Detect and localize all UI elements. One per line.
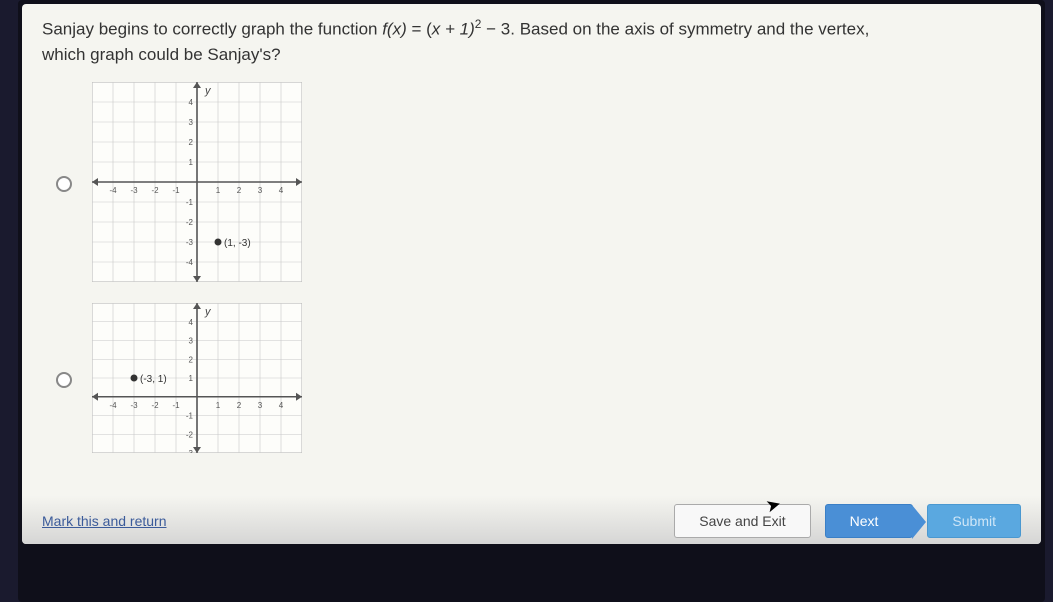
- mark-return-link[interactable]: Mark this and return: [42, 513, 167, 529]
- svg-text:-2: -2: [186, 218, 194, 227]
- coordinate-grid-2: -4-3-3-2-2-1-111223344y(-3, 1): [92, 303, 302, 453]
- svg-text:2: 2: [237, 186, 242, 195]
- svg-text:2: 2: [189, 138, 194, 147]
- graph-2: -4-3-3-2-2-1-111223344y(-3, 1): [92, 303, 302, 458]
- svg-text:4: 4: [279, 400, 284, 409]
- question-line2: which graph could be Sanjay's?: [42, 45, 281, 64]
- svg-text:1: 1: [189, 374, 194, 383]
- svg-text:3: 3: [189, 336, 194, 345]
- svg-text:1: 1: [189, 158, 194, 167]
- svg-text:-3: -3: [130, 400, 138, 409]
- svg-text:4: 4: [279, 186, 284, 195]
- svg-text:-2: -2: [151, 400, 159, 409]
- footer-bar: Mark this and return Save and Exit Next …: [22, 496, 1041, 544]
- coordinate-grid-1: -4-4-3-3-2-2-1-111223344y(1, -3): [92, 82, 302, 282]
- option-row[interactable]: -4-3-3-2-2-1-111223344y(-3, 1): [42, 303, 1021, 458]
- svg-text:-4: -4: [109, 186, 117, 195]
- submit-button[interactable]: Submit: [927, 504, 1021, 538]
- svg-text:-3: -3: [130, 186, 138, 195]
- svg-text:-3: -3: [186, 238, 194, 247]
- svg-text:3: 3: [258, 400, 263, 409]
- question-text: Sanjay begins to correctly graph the fun…: [42, 16, 1021, 68]
- svg-text:4: 4: [189, 317, 194, 326]
- svg-text:-3: -3: [186, 449, 194, 453]
- function-lhs: f(x): [382, 20, 407, 39]
- option-row[interactable]: -4-4-3-3-2-2-1-111223344y(1, -3): [42, 82, 1021, 287]
- radio-option-2[interactable]: [56, 372, 72, 388]
- svg-text:-1: -1: [186, 411, 194, 420]
- question-line1-pre: Sanjay begins to correctly graph the fun…: [42, 20, 382, 39]
- function-inner: x + 1): [432, 20, 475, 39]
- svg-text:-1: -1: [172, 186, 180, 195]
- options-container: -4-4-3-3-2-2-1-111223344y(1, -3) -4-3-3-…: [42, 82, 1021, 458]
- next-button[interactable]: Next: [825, 504, 914, 538]
- svg-text:1: 1: [216, 186, 221, 195]
- svg-text:(1, -3): (1, -3): [224, 238, 251, 249]
- content-area: Sanjay begins to correctly graph the fun…: [22, 4, 1041, 544]
- svg-text:3: 3: [189, 118, 194, 127]
- svg-text:-2: -2: [151, 186, 159, 195]
- radio-option-1[interactable]: [56, 176, 72, 192]
- app-frame: Sanjay begins to correctly graph the fun…: [18, 0, 1045, 602]
- svg-text:2: 2: [237, 400, 242, 409]
- function-tail: − 3. Based on the axis of symmetry and t…: [481, 20, 869, 39]
- graph-1: -4-4-3-3-2-2-1-111223344y(1, -3): [92, 82, 302, 287]
- svg-text:1: 1: [216, 400, 221, 409]
- save-exit-button[interactable]: Save and Exit: [674, 504, 810, 538]
- svg-text:3: 3: [258, 186, 263, 195]
- svg-text:-4: -4: [109, 400, 117, 409]
- svg-text:-1: -1: [186, 198, 194, 207]
- svg-text:-2: -2: [186, 430, 194, 439]
- svg-text:2: 2: [189, 355, 194, 364]
- svg-text:4: 4: [189, 98, 194, 107]
- svg-text:-1: -1: [172, 400, 180, 409]
- svg-text:(-3, 1): (-3, 1): [140, 374, 167, 385]
- button-row: Save and Exit Next Submit: [674, 504, 1021, 538]
- svg-text:-4: -4: [186, 258, 194, 267]
- function-eq: = (: [407, 20, 432, 39]
